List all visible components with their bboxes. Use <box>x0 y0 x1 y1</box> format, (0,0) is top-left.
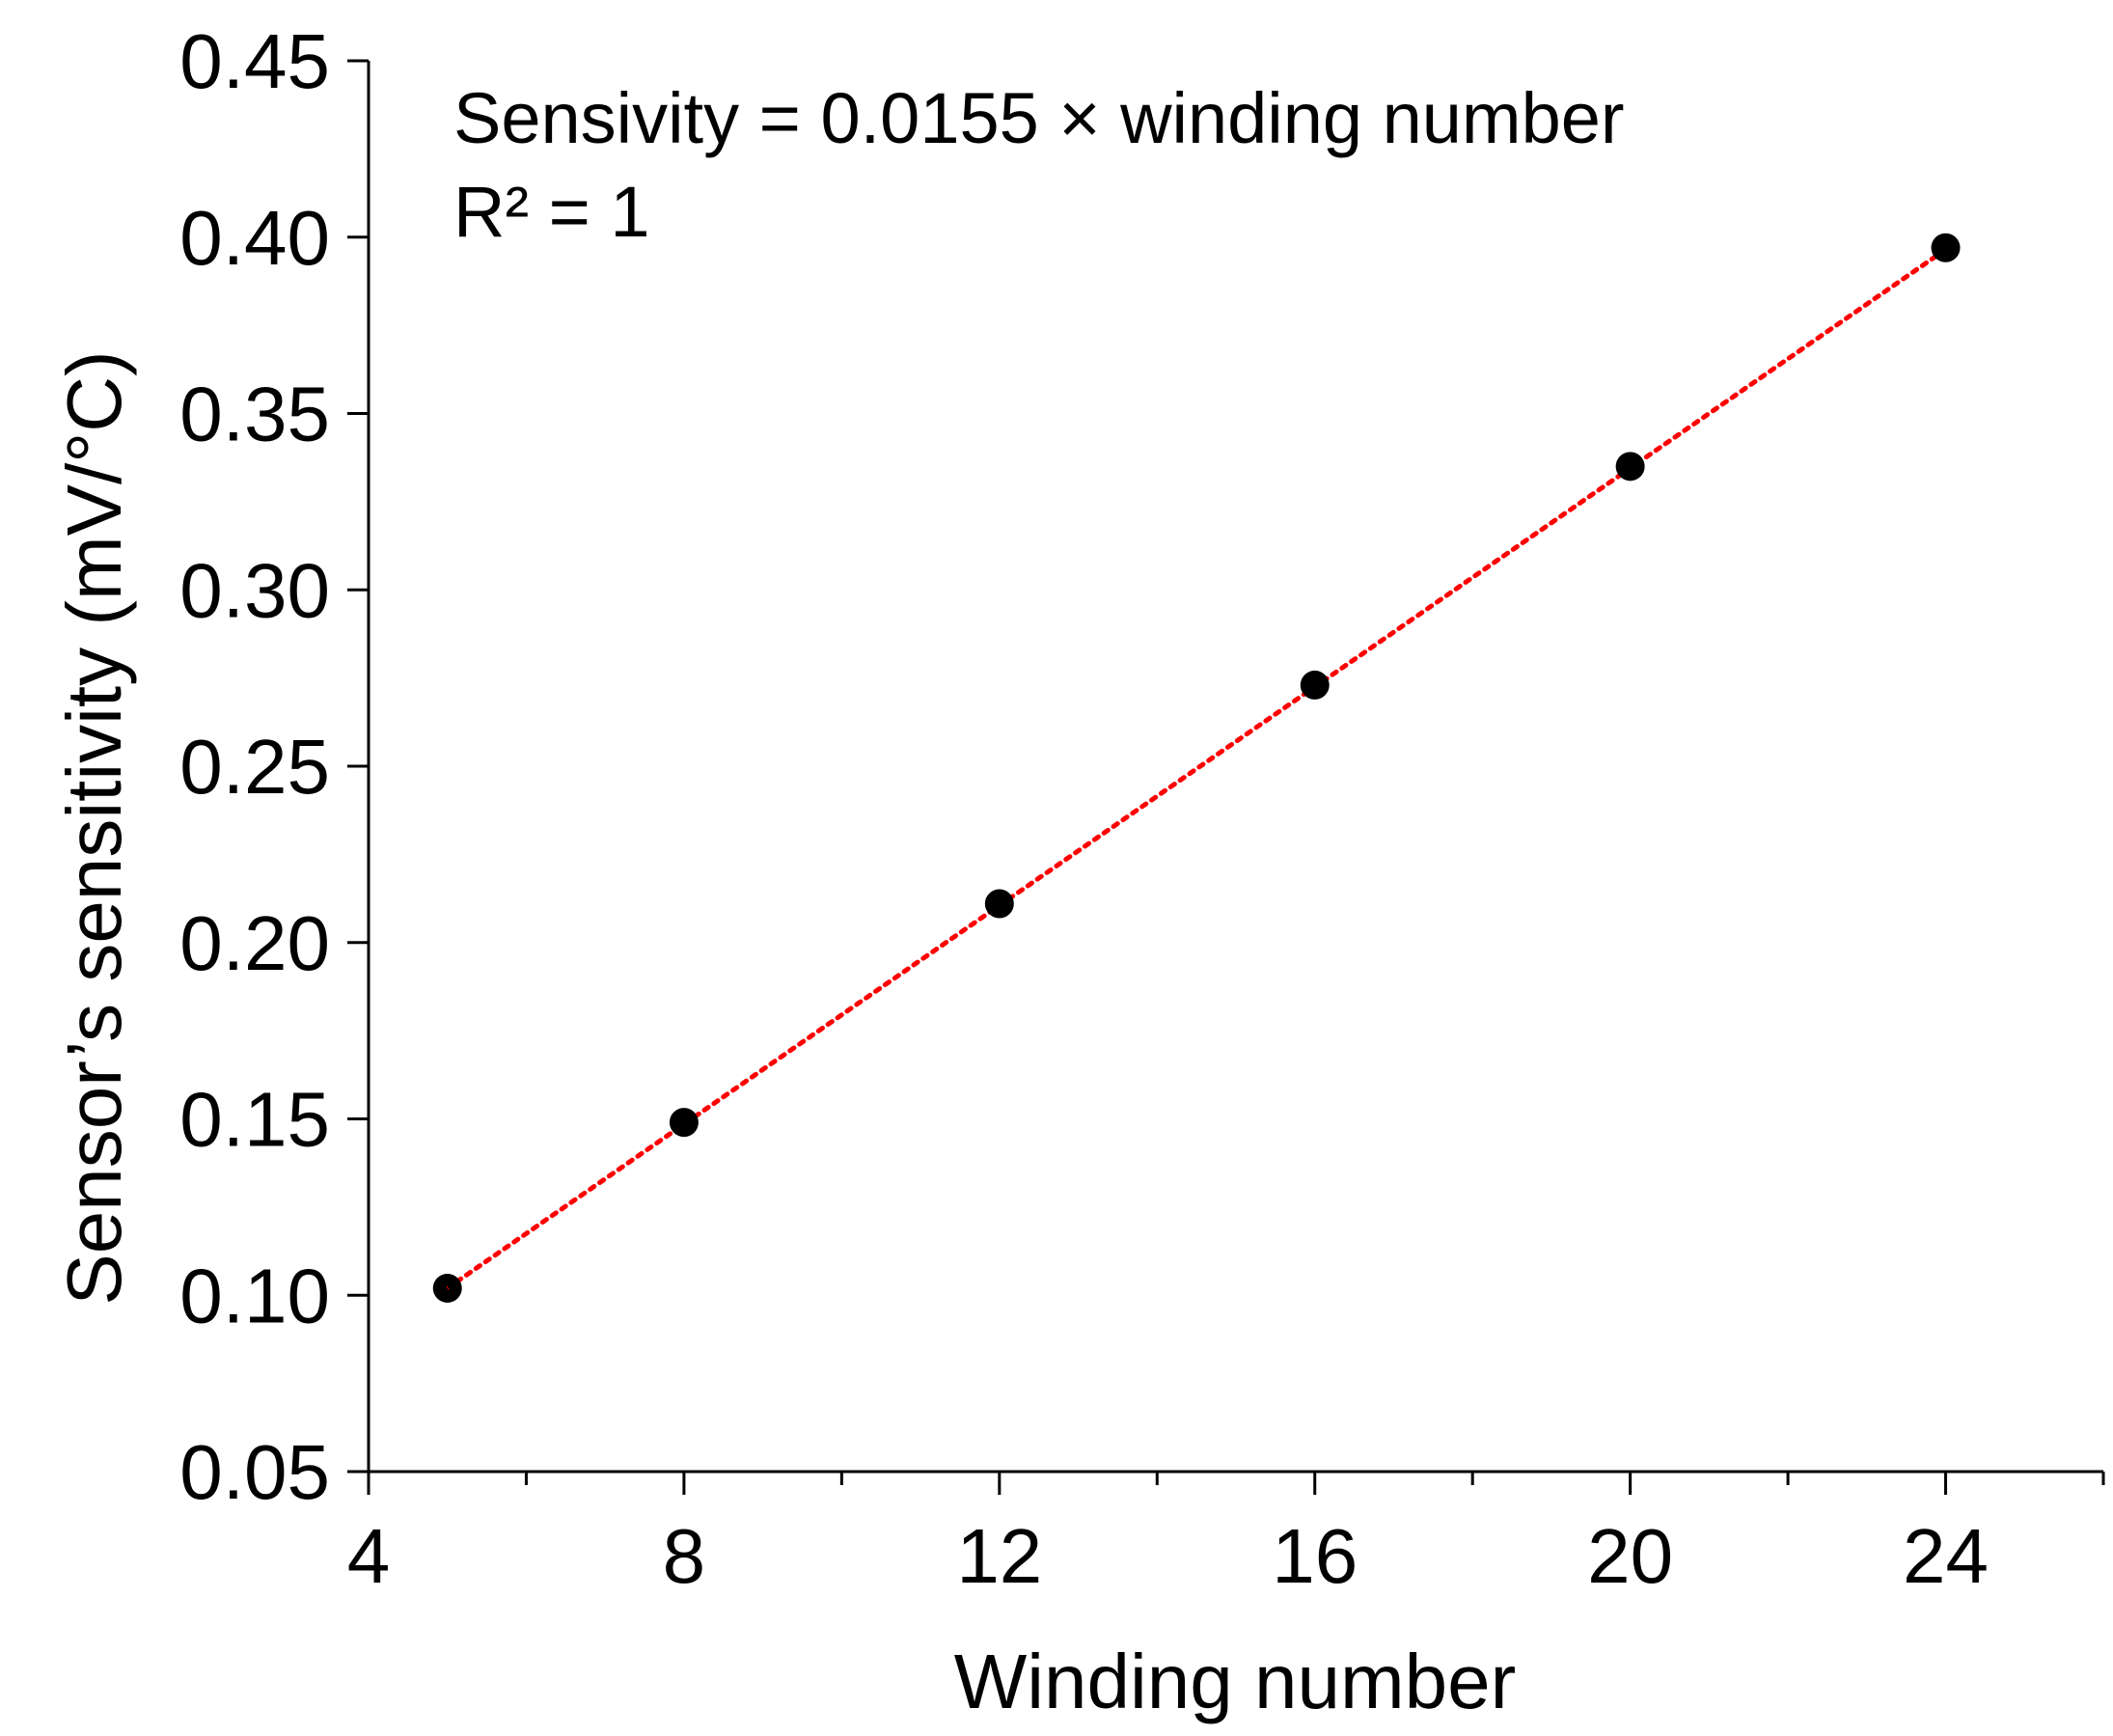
y-tick-label: 0.15 <box>179 1077 330 1163</box>
y-tick-label: 0.40 <box>179 195 330 281</box>
data-point <box>984 889 1014 919</box>
data-point <box>669 1108 699 1138</box>
x-tick-label: 12 <box>956 1513 1042 1599</box>
data-point <box>1300 670 1330 700</box>
x-tick-label: 4 <box>347 1513 391 1599</box>
x-tick-label: 24 <box>1903 1513 1989 1599</box>
y-tick-label: 0.35 <box>179 372 330 457</box>
axes <box>367 61 2103 1474</box>
fit-line-group <box>445 247 1949 1291</box>
data-point <box>1615 452 1645 482</box>
y-tick-label: 0.20 <box>179 900 330 986</box>
y-tick-label: 0.25 <box>179 724 330 810</box>
x-ticks: 4 8 12 16 20 24 <box>347 1472 2105 1599</box>
annotation-equation: Sensivity = 0.0155 × winding number <box>453 78 1625 158</box>
data-points <box>432 233 1961 1303</box>
y-ticks: 0.05 0.10 0.15 0.20 0.25 0.30 0.35 0.40 0.45 <box>179 18 369 1515</box>
x-tick-label: 20 <box>1587 1513 1673 1599</box>
x-tick-label: 8 <box>663 1513 706 1599</box>
y-tick-label: 0.30 <box>179 547 330 633</box>
y-tick-label: 0.05 <box>179 1429 330 1515</box>
y-tick-label: 0.45 <box>179 18 330 104</box>
y-tick-label: 0.10 <box>179 1253 330 1338</box>
y-axis-label: Sensor’s sensitivity (mV/°C) <box>51 350 137 1305</box>
x-axis-label: Winding number <box>954 1639 1517 1724</box>
x-tick-label: 16 <box>1272 1513 1358 1599</box>
annotation-r-squared: R² = 1 <box>453 172 650 252</box>
fit-line <box>445 247 1949 1291</box>
data-point <box>1931 233 1961 262</box>
